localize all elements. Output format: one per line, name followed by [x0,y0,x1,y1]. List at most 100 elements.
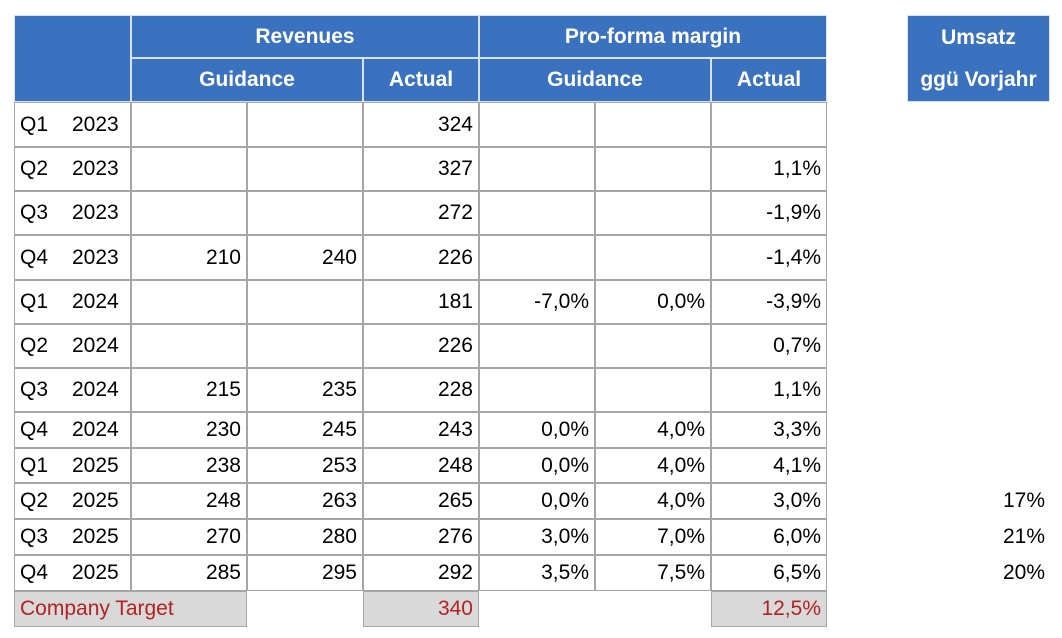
value-cell [247,280,363,324]
year: 2023 [72,157,119,180]
value-cell: 0,7% [711,324,827,368]
value-cell: -3,9% [711,280,827,324]
target-label: Company Target [14,591,247,627]
quarter: Q1 [20,112,49,136]
value-cell [247,324,363,368]
year: 2024 [72,334,119,357]
row-label: Q1 2024 [14,280,131,324]
value-cell: 3,0% [711,483,827,519]
year: 2025 [72,489,119,512]
value-cell: 226 [363,324,479,368]
value-cell: 272 [363,191,479,235]
value-cell: 226 [363,235,479,280]
target-revenues: 340 [363,591,479,627]
year: 2024 [72,290,119,313]
value-cell: 3,0% [479,519,595,555]
value-cell [595,235,711,280]
value-cell: 1,1% [711,368,827,412]
row-label: Q1 2025 [14,448,131,483]
value-cell: 4,1% [711,448,827,483]
value-cell: 243 [363,412,479,448]
value-cell [131,324,247,368]
header-rev-actual: Actual [363,58,479,102]
value-cell: 215 [131,368,247,412]
header-growth-line: Umsatz [941,25,1016,49]
year: 2023 [72,112,119,136]
quarter: Q1 [20,290,49,313]
value-cell: 4,0% [595,483,711,519]
header-margin-guidance: Guidance [479,58,711,102]
value-cell: 292 [363,555,479,591]
value-cell: 4,0% [595,412,711,448]
value-cell: 238 [131,448,247,483]
value-cell: 0,0% [479,483,595,519]
value-cell [131,147,247,191]
value-cell: -1,9% [711,191,827,235]
row-label: Q4 2024 [14,412,131,448]
header-revenues: Revenues [131,15,479,58]
value-cell [479,368,595,412]
value-cell [131,191,247,235]
row-label: Q3 2024 [14,368,131,412]
year: 2023 [72,245,119,269]
value-cell: 263 [247,483,363,519]
header-growth-line: ggü Vorjahr [920,67,1037,91]
row-label: Q3 2025 [14,519,131,555]
value-cell [479,147,595,191]
value-cell [479,235,595,280]
value-cell: 248 [363,448,479,483]
quarter: Q3 [20,201,49,224]
value-cell: 235 [247,368,363,412]
value-cell [247,102,363,147]
row-label: Q3 2023 [14,191,131,235]
value-cell: 230 [131,412,247,448]
value-cell [479,102,595,147]
value-cell: 265 [363,483,479,519]
quarter: Q2 [20,489,49,512]
quarter: Q1 [20,453,49,477]
year: 2024 [72,378,119,401]
quarter: Q2 [20,157,49,180]
header-margin: Pro-forma margin [479,15,827,58]
value-cell: 245 [247,412,363,448]
value-cell: 0,0% [479,412,595,448]
value-cell: 6,0% [711,519,827,555]
year: 2023 [72,201,119,224]
quarter: Q4 [20,418,49,441]
value-cell: 210 [131,235,247,280]
row-label: Q1 2023 [14,102,131,147]
year: 2025 [72,561,119,584]
growth-cell: 20% [1002,561,1045,584]
value-cell: 253 [247,448,363,483]
row-label: Q4 2023 [14,235,131,280]
value-cell: 324 [363,102,479,147]
value-cell: 181 [363,280,479,324]
quarter: Q3 [20,525,49,548]
value-cell [595,324,711,368]
value-cell: 240 [247,235,363,280]
value-cell: 327 [363,147,479,191]
value-cell [595,191,711,235]
value-cell: -1,4% [711,235,827,280]
value-cell: 295 [247,555,363,591]
value-cell: 7,0% [595,519,711,555]
value-cell: 248 [131,483,247,519]
value-cell: 0,0% [595,280,711,324]
value-cell [247,147,363,191]
value-cell: 7,5% [595,555,711,591]
growth-cell: 17% [1002,489,1045,512]
growth-cell: 21% [1002,525,1045,548]
value-cell: 228 [363,368,479,412]
value-cell: 280 [247,519,363,555]
quarter: Q3 [20,378,49,401]
value-cell: 270 [131,519,247,555]
value-cell: 3,3% [711,412,827,448]
value-cell [131,280,247,324]
quarter: Q4 [20,561,49,584]
target-margin: 12,5% [711,591,827,627]
row-label: Q2 2023 [14,147,131,191]
header-rev-guidance: Guidance [131,58,363,102]
year: 2024 [72,418,119,441]
year: 2025 [72,525,119,548]
